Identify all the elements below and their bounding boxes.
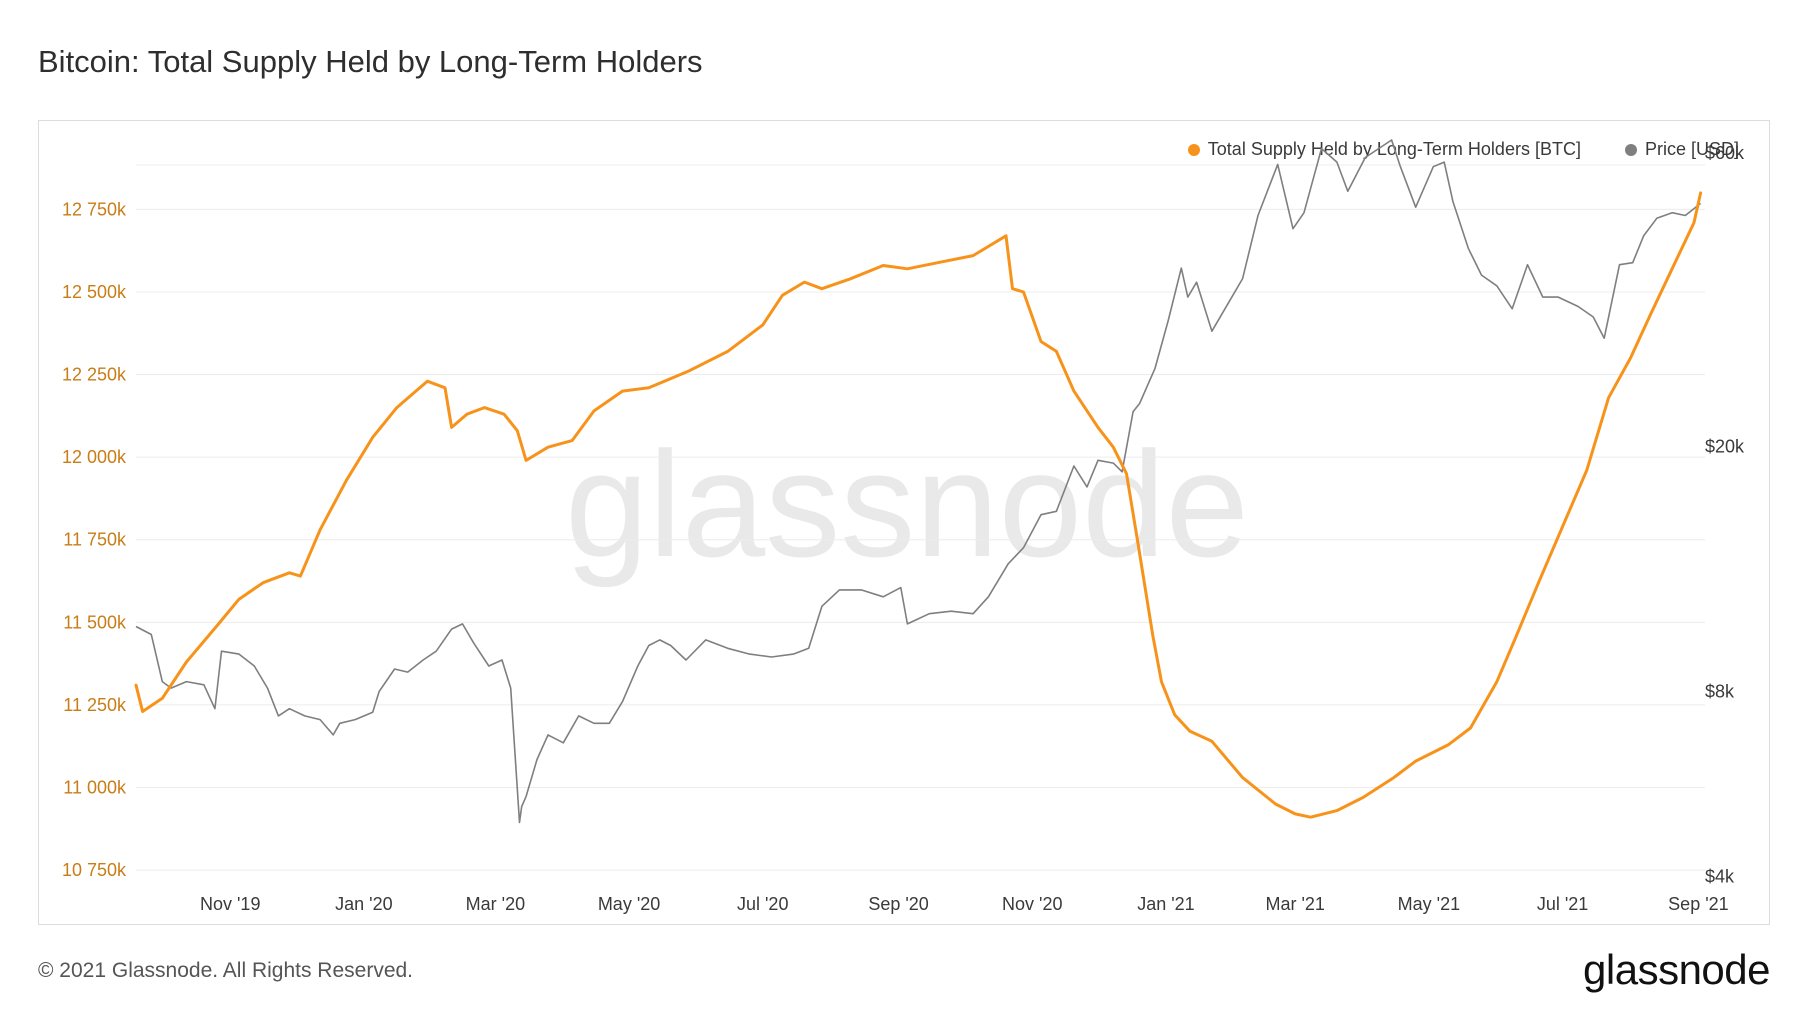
- left-tick-label: 11 500k: [63, 612, 127, 632]
- x-tick-label: Jul '21: [1537, 894, 1588, 914]
- legend-label-price: Price [USD]: [1644, 139, 1739, 159]
- x-tick-label: Mar '20: [466, 894, 525, 914]
- watermark: glassnode: [565, 420, 1249, 588]
- price-series-line: [135, 139, 1702, 824]
- x-tick-label: May '20: [598, 894, 660, 914]
- x-tick-label: Jul '20: [737, 894, 788, 914]
- x-tick-label: Mar '21: [1265, 894, 1324, 914]
- right-tick-label: $60k: [1705, 143, 1745, 163]
- right-tick-label: $4k: [1705, 867, 1735, 887]
- x-tick-label: Jan '21: [1137, 894, 1194, 914]
- legend-item-price[interactable]: Price [USD]: [1624, 139, 1739, 160]
- supply-series-line: [134, 191, 1703, 819]
- left-tick-label: 10 750k: [62, 860, 127, 880]
- left-tick-label: 12 750k: [62, 199, 127, 219]
- grid-lines: [136, 164, 1705, 871]
- copyright-text: © 2021 Glassnode. All Rights Reserved.: [38, 959, 414, 982]
- x-tick-label: Sep '21: [1668, 894, 1729, 914]
- x-tick-label: Nov '19: [200, 894, 260, 914]
- legend-dot-supply: [1187, 143, 1200, 156]
- left-tick-label: 12 250k: [62, 365, 127, 385]
- x-tick-label: Nov '20: [1002, 894, 1062, 914]
- left-tick-label: 12 500k: [62, 282, 127, 302]
- x-axis: Nov '19 Jan '20 Mar '20 May '20 Jul '20 Sep '…: [200, 894, 1729, 914]
- chart-title: Bitcoin: Total Supply Held by Long-Term …: [38, 44, 703, 79]
- right-axis: $60k $20k $8k $4k: [1705, 143, 1745, 887]
- right-tick-label: $20k: [1705, 437, 1745, 457]
- legend-dot-price: [1624, 143, 1637, 156]
- left-tick-label: 11 750k: [63, 530, 127, 550]
- x-tick-label: May '21: [1398, 894, 1460, 914]
- left-axis: 12 750k 12 500k 12 250k 12 000k 11 750k 11 50…: [62, 199, 127, 880]
- x-tick-label: Jan '20: [335, 894, 392, 914]
- chart-frame: Total Supply Held by Long-Term Holders […: [38, 120, 1770, 925]
- x-tick-label: Sep '20: [868, 894, 929, 914]
- glassnode-logo[interactable]: glassnode: [1583, 946, 1770, 993]
- left-tick-label: 11 000k: [63, 778, 127, 798]
- right-tick-label: $8k: [1705, 681, 1735, 701]
- left-tick-label: 11 250k: [63, 695, 127, 715]
- left-tick-label: 12 000k: [62, 447, 127, 467]
